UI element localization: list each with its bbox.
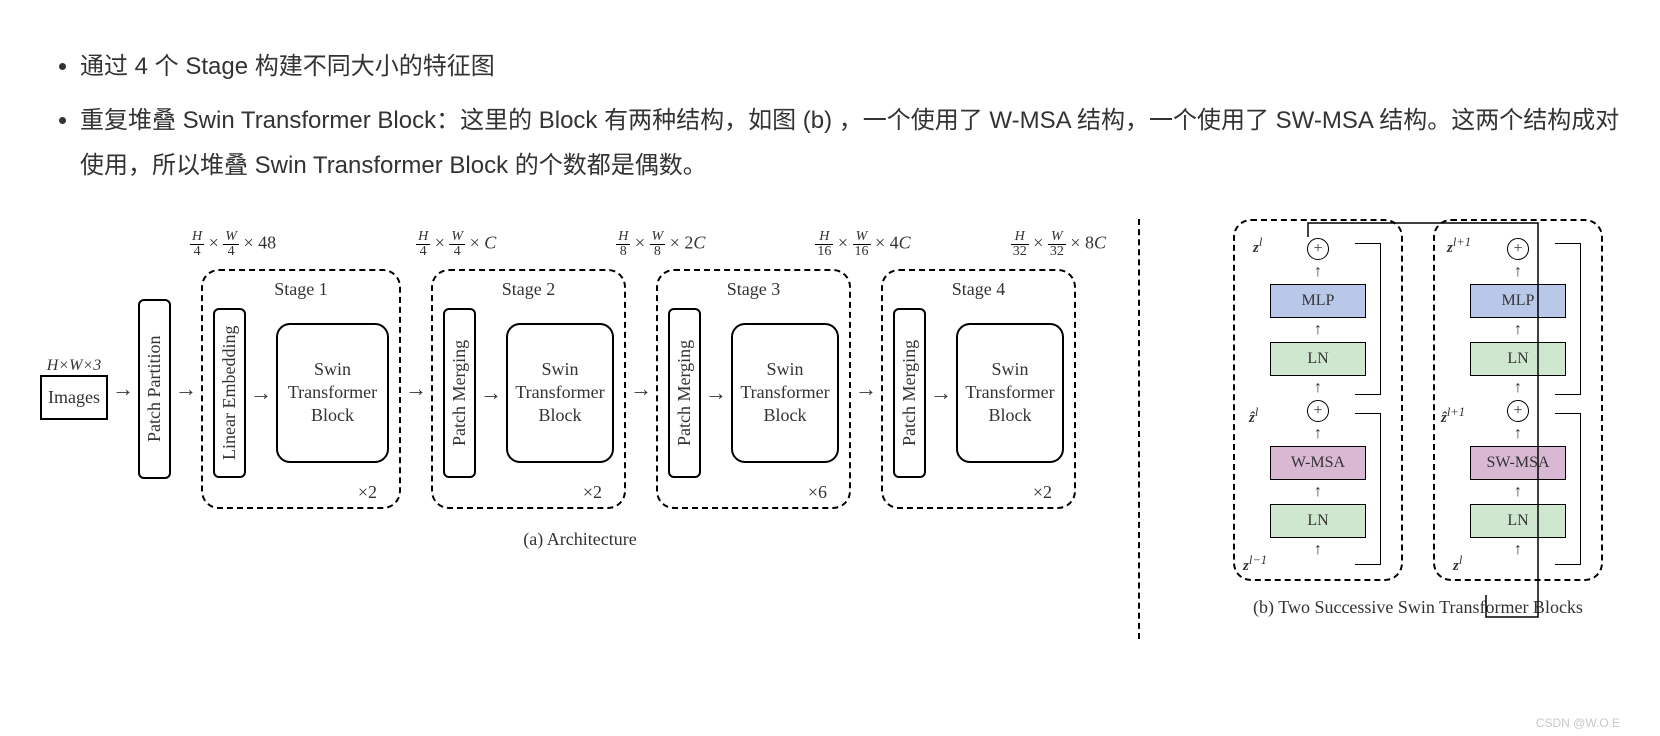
- up-arrow-icon: ↑: [1514, 322, 1522, 338]
- stage-1: Stage 1 Linear Embedding → SwinTransform…: [201, 269, 401, 509]
- stage-3: Stage 3 Patch Merging → SwinTransformerB…: [656, 269, 851, 509]
- up-arrow-icon: ↑: [1514, 542, 1522, 558]
- blocks-caption: (b) Two Successive Swin Transformer Bloc…: [1158, 597, 1660, 618]
- dim-label-s3: H16 × W16 × 4C: [815, 230, 910, 259]
- residual-add-icon: +: [1507, 238, 1529, 260]
- swin-block: SwinTransformerBlock: [731, 323, 839, 463]
- residual-add-icon: +: [1307, 400, 1329, 422]
- arrow-icon: →: [926, 380, 956, 406]
- arch-caption: (a) Architecture: [40, 529, 1120, 550]
- input-dim-label: H×W×3: [47, 357, 101, 375]
- ln-box: LN: [1270, 342, 1366, 376]
- ln-box: LN: [1470, 504, 1566, 538]
- ln-box: LN: [1470, 342, 1566, 376]
- ln-box: LN: [1270, 504, 1366, 538]
- arrow-icon: →: [701, 380, 731, 406]
- stage-mult: ×2: [893, 482, 1064, 503]
- patch-merging-box: Patch Merging: [893, 308, 926, 478]
- diagram-container: H4 × W4 × 48 H4 × W4 × C H8 × W8 × 2C H1…: [40, 219, 1620, 639]
- stage-4: Stage 4 Patch Merging → SwinTransformerB…: [881, 269, 1076, 509]
- swin-block: SwinTransformerBlock: [506, 323, 614, 463]
- swin-block: SwinTransformerBlock: [956, 323, 1064, 463]
- dim-label-s1: H4 × W4 × C: [416, 230, 496, 259]
- arrow-icon: →: [246, 380, 276, 406]
- stage-title: Stage 3: [668, 279, 839, 300]
- patch-merging-box: Patch Merging: [443, 308, 476, 478]
- skip-connection: [1355, 413, 1381, 565]
- bullet-item: 重复堆叠 Swin Transformer Block：这里的 Block 有两…: [80, 98, 1620, 189]
- up-arrow-icon: ↑: [1314, 264, 1322, 280]
- up-arrow-icon: ↑: [1514, 484, 1522, 500]
- arrow-icon: →: [476, 380, 506, 406]
- bullet-item: 通过 4 个 Stage 构建不同大小的特征图: [80, 44, 1620, 90]
- wmsa-box: W-MSA: [1270, 446, 1366, 480]
- z-in-label: zl: [1453, 553, 1462, 575]
- z-in-label: zl−1: [1243, 553, 1267, 575]
- arrow-icon: →: [851, 376, 881, 402]
- architecture-panel: H4 × W4 × 48 H4 × W4 × C H8 × W8 × 2C H1…: [40, 219, 1120, 550]
- up-arrow-icon: ↑: [1314, 484, 1322, 500]
- up-arrow-icon: ↑: [1514, 264, 1522, 280]
- skip-connection: [1555, 243, 1581, 395]
- skip-connection: [1355, 243, 1381, 395]
- blocks-panel: zl + ↑ MLP ↑ LN ↑ ẑl + ↑ W-MSA ↑ LN ↑ zl…: [1158, 219, 1660, 618]
- stage-mult: ×2: [443, 482, 614, 503]
- stage-title: Stage 1: [213, 279, 389, 300]
- z-hat-label: ẑl: [1249, 405, 1258, 427]
- dim-label-s4: H32 × W32 × 8C: [1011, 230, 1106, 259]
- z-out-label: zl: [1253, 235, 1262, 257]
- up-arrow-icon: ↑: [1514, 426, 1522, 442]
- arrow-icon: →: [108, 376, 138, 402]
- patch-partition-box: Patch Partition: [138, 299, 171, 479]
- up-arrow-icon: ↑: [1314, 542, 1322, 558]
- stage-mult: ×6: [668, 482, 839, 503]
- dim-label-pre: H4 × W4 × 48: [190, 230, 276, 259]
- arrow-icon: →: [401, 376, 431, 402]
- stage-2: Stage 2 Patch Merging → SwinTransformerB…: [431, 269, 626, 509]
- architecture-row: H×W×3 Images → Patch Partition → Stage 1…: [40, 259, 1120, 519]
- skip-connection: [1555, 413, 1581, 565]
- z-hat-label: ẑl+1: [1441, 405, 1465, 427]
- residual-add-icon: +: [1307, 238, 1329, 260]
- block-col-swmsa: zl+1 + ↑ MLP ↑ LN ↑ ẑl+1 + ↑ SW-MSA ↑ LN…: [1433, 219, 1603, 581]
- up-arrow-icon: ↑: [1514, 380, 1522, 396]
- stage-title: Stage 4: [893, 279, 1064, 300]
- blocks-row: zl + ↑ MLP ↑ LN ↑ ẑl + ↑ W-MSA ↑ LN ↑ zl…: [1158, 219, 1660, 581]
- up-arrow-icon: ↑: [1314, 426, 1322, 442]
- stage-title: Stage 2: [443, 279, 614, 300]
- bullet-list: 通过 4 个 Stage 构建不同大小的特征图 重复堆叠 Swin Transf…: [40, 44, 1620, 189]
- mlp-box: MLP: [1270, 284, 1366, 318]
- linear-embedding-box: Linear Embedding: [213, 308, 246, 478]
- mlp-box: MLP: [1470, 284, 1566, 318]
- residual-add-icon: +: [1507, 400, 1529, 422]
- swin-block: SwinTransformerBlock: [276, 323, 389, 463]
- patch-merging-box: Patch Merging: [668, 308, 701, 478]
- stage-mult: ×2: [213, 482, 389, 503]
- swmsa-box: SW-MSA: [1470, 446, 1566, 480]
- vertical-separator: [1138, 219, 1140, 639]
- arrow-icon: →: [626, 376, 656, 402]
- dim-label-s2: H8 × W8 × 2C: [616, 230, 705, 259]
- block-col-wmsa: zl + ↑ MLP ↑ LN ↑ ẑl + ↑ W-MSA ↑ LN ↑ zl…: [1233, 219, 1403, 581]
- images-box: Images: [40, 375, 108, 420]
- up-arrow-icon: ↑: [1314, 380, 1322, 396]
- up-arrow-icon: ↑: [1314, 322, 1322, 338]
- watermark: CSDN @W.O.E: [1536, 716, 1620, 730]
- arrow-icon: →: [171, 376, 201, 402]
- dimension-labels-row: H4 × W4 × 48 H4 × W4 × C H8 × W8 × 2C H1…: [40, 219, 1120, 259]
- z-out-label: zl+1: [1447, 235, 1471, 257]
